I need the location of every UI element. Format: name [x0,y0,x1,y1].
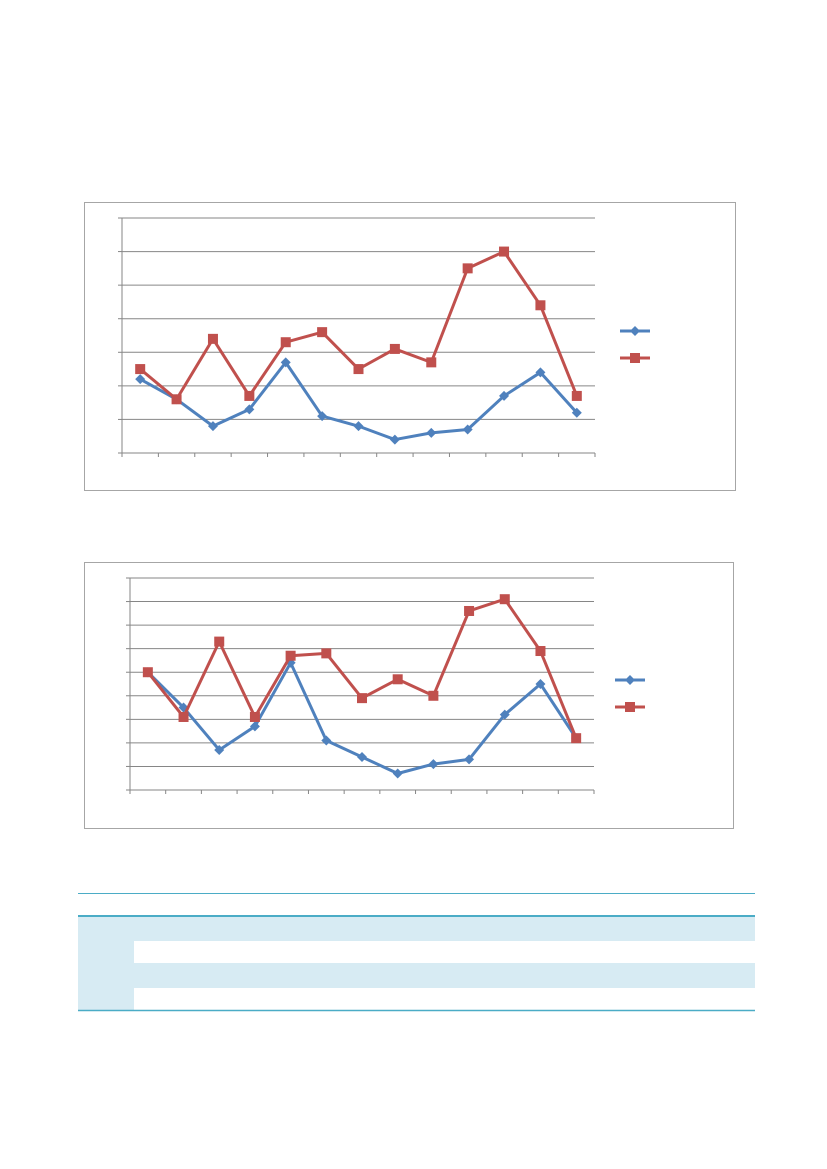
marker [357,693,367,704]
marker [392,768,403,779]
chart-frame [84,202,736,491]
marker [207,421,218,432]
marker [321,735,332,746]
marker [464,605,475,616]
marker [135,364,146,375]
marker [428,690,439,701]
marker [389,343,400,354]
table-row-band [78,963,755,988]
marker [389,434,400,445]
marker [499,709,510,720]
marker [462,263,473,274]
marker [571,733,582,744]
marker [317,411,328,422]
marker [285,650,296,661]
marker [280,337,291,348]
marker [135,374,146,385]
marker [464,754,475,765]
marker [214,636,225,647]
marker [571,390,582,401]
marker [392,674,403,685]
marker [321,648,332,659]
marker [499,594,510,605]
marker [249,711,260,722]
marker [357,752,367,763]
marker [317,327,328,338]
marker [353,421,364,432]
marker [535,300,546,311]
marker [499,246,510,257]
marker [630,353,640,363]
marker [426,357,437,368]
marker [535,646,546,657]
marker [535,367,546,378]
table-first-column [78,917,134,1010]
marker [280,357,291,368]
marker [207,333,218,344]
marker [353,364,364,375]
marker [625,702,635,712]
marker [625,675,635,685]
marker [142,667,153,678]
marker [535,679,546,689]
marker [214,744,225,755]
marker [571,407,582,418]
marker [244,404,255,415]
table-row-band [78,917,755,941]
marker [244,390,255,401]
marker [462,424,473,435]
marker [499,390,510,401]
marker [171,394,182,405]
table [78,893,755,1012]
marker [630,326,640,336]
marker [426,427,437,438]
marker [178,711,189,722]
marker [428,759,439,770]
marker [249,721,260,732]
